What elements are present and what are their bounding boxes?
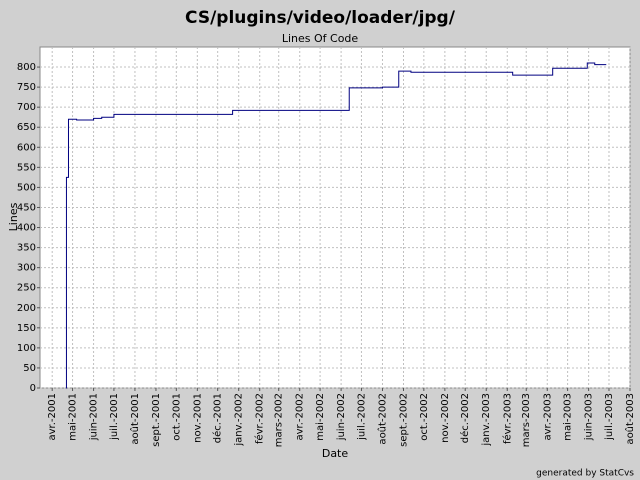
x-tick-label: mai-2001 (68, 393, 79, 441)
x-tick-label: août-2003 (624, 393, 636, 445)
x-tick-label: mai-2002 (315, 393, 326, 441)
x-tick-label: sept.-2002 (398, 393, 409, 447)
y-tick-label: 0 (30, 383, 36, 394)
y-tick-label: 800 (17, 62, 36, 73)
x-tick-label: août-2001 (129, 393, 141, 445)
y-tick-label: 300 (17, 263, 36, 274)
footer: generated by StatCvs (536, 469, 634, 479)
x-tick-label: juil.-2003 (604, 393, 615, 441)
x-tick-label: avr.-2003 (542, 393, 553, 440)
x-tick-label: juin-2003 (584, 393, 595, 441)
x-tick-label: sept.-2001 (151, 393, 162, 447)
x-tick-label: juin-2002 (336, 393, 347, 441)
x-tick-label: févr.-2002 (254, 393, 266, 444)
x-tick-label: nov.-2002 (440, 393, 451, 443)
y-axis-label: Lines (7, 202, 20, 231)
x-tick-label: août-2002 (376, 393, 388, 445)
x-tick-label: oct.-2001 (171, 393, 182, 441)
y-tick-label: 50 (23, 363, 36, 374)
x-tick-label: mai-2003 (563, 393, 574, 441)
x-tick-label: déc.-2001 (212, 393, 224, 443)
y-tick-label: 100 (17, 343, 36, 354)
line (65, 62, 607, 389)
y-tick-label: 250 (17, 283, 36, 294)
y-tick-label: 350 (17, 243, 36, 254)
x-tick-label: mars-2003 (521, 393, 532, 447)
x-tick-label: mars-2002 (274, 393, 285, 447)
y-tick-label: 700 (17, 102, 36, 113)
chart-title: CS/plugins/video/loader/jpg/ (185, 8, 456, 28)
x-tick-label: juil.-2001 (109, 393, 120, 441)
y-tick-label: 500 (17, 182, 36, 193)
x-tick-label: avr.-2002 (295, 393, 306, 440)
y-tick-label: 600 (17, 142, 36, 153)
y-tick-label: 650 (17, 122, 36, 133)
y-tick-label: 150 (17, 323, 36, 334)
x-tick-label: janv.-2003 (481, 393, 492, 447)
plot-area (39, 46, 631, 389)
x-tick-label: avr.-2001 (47, 393, 58, 440)
y-tick-label: 400 (17, 223, 36, 234)
chart-subtitle: Lines Of Code (282, 32, 359, 45)
y-tick-label: 550 (17, 162, 36, 173)
x-tick-label: juil.-2002 (356, 393, 367, 441)
x-tick-label: juin-2001 (89, 393, 100, 441)
x-tick-label: nov.-2001 (192, 393, 203, 443)
y-tick-label: 450 (17, 202, 36, 213)
y-tick-label: 200 (17, 303, 36, 314)
x-tick-label: janv.-2002 (234, 393, 245, 447)
x-tick-label: déc.-2002 (459, 393, 471, 443)
x-axis-label: Date (322, 447, 349, 460)
x-tick-label: oct.-2002 (419, 393, 430, 441)
x-tick-label: févr.-2003 (501, 393, 513, 444)
y-tick-label: 750 (17, 82, 36, 93)
